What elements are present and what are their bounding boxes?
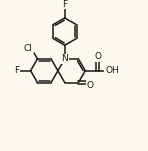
Text: OH: OH xyxy=(105,66,119,75)
Text: O: O xyxy=(94,52,101,61)
Text: Cl: Cl xyxy=(24,43,33,53)
Text: F: F xyxy=(15,66,20,75)
Text: O: O xyxy=(87,81,94,90)
Text: N: N xyxy=(61,54,68,63)
Text: F: F xyxy=(62,0,67,9)
